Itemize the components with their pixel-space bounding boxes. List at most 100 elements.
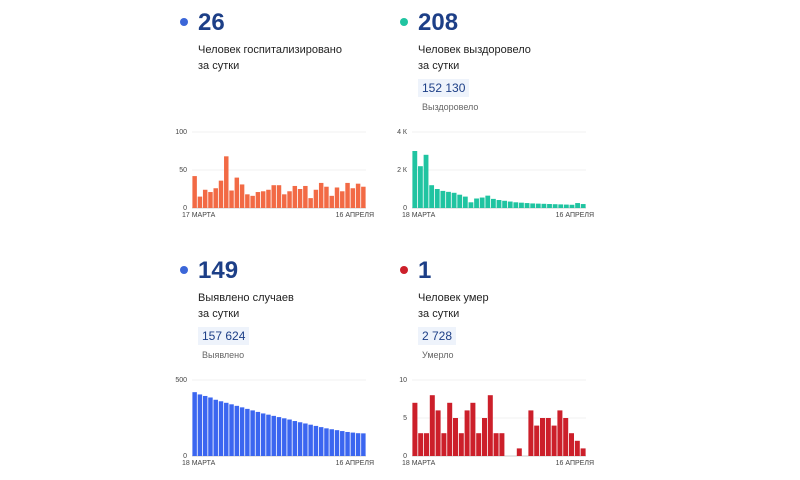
x-start-label: 17 МАРТА [182, 212, 216, 219]
recovered-value: 208 [418, 9, 459, 36]
bar [540, 418, 545, 456]
bar [441, 433, 447, 456]
bar [575, 203, 580, 208]
bar [530, 203, 536, 208]
bar [287, 419, 292, 456]
hospitalized-desc-line1: Человек госпитализировано [198, 44, 342, 56]
bar [580, 448, 586, 456]
bar [250, 410, 255, 456]
bar [255, 411, 261, 456]
bar [303, 185, 308, 208]
bar [260, 413, 266, 456]
bar [429, 185, 435, 208]
recovered-desc-line1: Человек выздоровело [418, 44, 531, 56]
bar [493, 433, 499, 456]
bar [340, 431, 345, 456]
deaths-desc-line2: за сутки [418, 308, 460, 320]
recovered-dot-icon [400, 18, 408, 26]
bar [451, 192, 457, 208]
bar [197, 196, 203, 208]
bar [255, 192, 261, 208]
bar [213, 399, 218, 456]
bar [318, 182, 324, 208]
x-start-label: 18 МАРТА [182, 460, 216, 467]
bar [192, 392, 197, 456]
bar [361, 186, 366, 208]
bar [245, 408, 250, 456]
x-end-label: 16 АПРЕЛЯ [556, 460, 594, 467]
bar [271, 185, 276, 208]
bar [355, 433, 361, 456]
bar [569, 204, 575, 208]
bar [266, 189, 271, 208]
y-tick-label: 100 [175, 129, 187, 136]
bar [313, 425, 319, 456]
y-tick-label: 5 [403, 415, 407, 422]
bar [547, 204, 552, 208]
deaths-dot-icon [400, 266, 408, 274]
bar [462, 196, 468, 208]
y-tick-label: 0 [183, 453, 187, 460]
bar [308, 198, 313, 208]
bar [287, 191, 292, 208]
x-end-label: 16 АПРЕЛЯ [336, 460, 374, 467]
bar [276, 417, 282, 456]
y-tick-label: 50 [179, 167, 187, 174]
bar [487, 395, 493, 456]
deaths-chart: 0 5 10 18 МАРТА 16 АПРЕЛЯ [399, 377, 594, 467]
bar [297, 189, 303, 208]
bar [412, 151, 418, 208]
bar [424, 433, 429, 456]
bar [496, 200, 502, 208]
bar [350, 432, 356, 456]
x-end-label: 16 АПРЕЛЯ [556, 212, 594, 219]
bar [457, 194, 463, 208]
bar [213, 188, 218, 208]
bar [551, 425, 557, 456]
bar [282, 194, 287, 208]
bar [563, 418, 569, 456]
recovered-total-label: Выздоровело [422, 102, 479, 112]
y-tick-label: 0 [403, 453, 407, 460]
bar [229, 404, 234, 456]
bar [292, 421, 298, 456]
bar [334, 430, 340, 456]
bar [470, 402, 476, 456]
bar [524, 203, 530, 208]
bar [558, 204, 564, 208]
cases-chart: 0 500 18 МАРТА 16 АПРЕЛЯ [175, 377, 374, 467]
bar [552, 204, 558, 208]
bar [329, 195, 334, 208]
y-tick-label: 0 [403, 205, 407, 212]
bar [361, 433, 366, 456]
recovered-total: 152 130 [418, 79, 470, 97]
bar [468, 202, 474, 208]
bar [574, 440, 580, 456]
bar [292, 185, 298, 208]
bar [345, 431, 350, 456]
bar [535, 203, 541, 208]
hospitalized-dot-icon [180, 18, 188, 26]
hospitalized-value: 26 [198, 9, 225, 36]
recovered-chart: 0 2 К 4 К 18 МАРТА 16 АПРЕЛЯ [397, 129, 594, 219]
bar [482, 418, 487, 456]
bar [234, 405, 240, 456]
bar [334, 187, 340, 208]
cases-dot-icon [180, 266, 188, 274]
bar [324, 186, 329, 208]
bar [423, 154, 429, 208]
cases-description: Выявлено случаев за сутки [198, 290, 398, 322]
bar [340, 191, 345, 208]
bar [513, 202, 519, 208]
bar [563, 204, 569, 208]
bar [197, 394, 203, 456]
bar [224, 402, 229, 456]
bar [250, 195, 255, 208]
bar [229, 190, 234, 208]
recovered-desc-line2: за сутки [418, 60, 460, 72]
hospitalized-description: Человек госпитализировано за сутки [198, 42, 398, 74]
deaths-description: Человек умер за сутки [418, 290, 618, 322]
bar [355, 183, 361, 208]
cases-total: 157 624 [198, 327, 250, 345]
bar [516, 448, 522, 456]
